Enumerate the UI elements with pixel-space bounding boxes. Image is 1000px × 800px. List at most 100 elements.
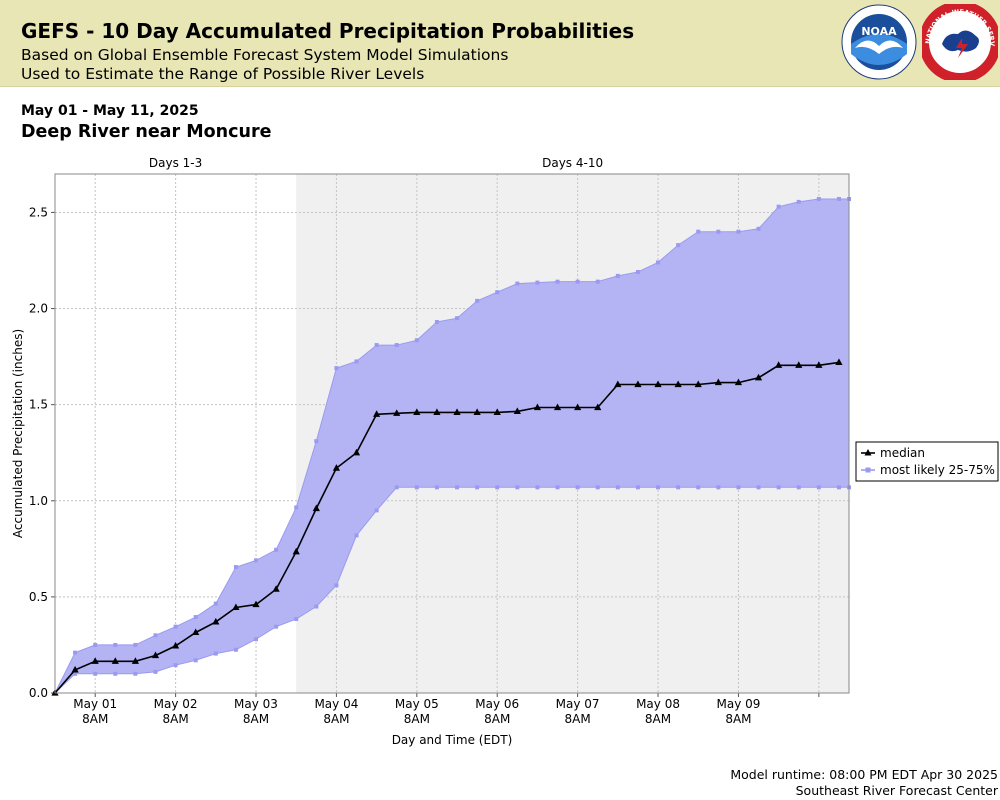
median-point <box>131 657 140 664</box>
band-lower-point <box>816 485 821 490</box>
median-point <box>151 651 160 659</box>
median-point <box>634 380 642 388</box>
band-upper-point <box>635 270 640 275</box>
band-upper-point <box>274 547 279 552</box>
median-point <box>714 378 722 386</box>
band-lower-point <box>575 485 580 490</box>
band-lower-point <box>153 669 158 674</box>
band-upper-point <box>555 279 560 284</box>
median-point <box>775 361 783 368</box>
median-point <box>332 464 341 471</box>
band-lower-point <box>716 485 721 490</box>
period-label-1: Days 1-3 <box>149 156 202 170</box>
band-upper-point <box>193 615 198 620</box>
x-tick-label-date: May 07 <box>556 697 600 711</box>
location-title: Deep River near Moncure <box>21 122 272 142</box>
band-upper-point <box>696 229 701 234</box>
band-upper-point <box>716 229 721 234</box>
band-upper-point <box>495 290 500 295</box>
median-point <box>533 403 542 411</box>
median-point <box>91 657 99 664</box>
median-point <box>71 665 79 673</box>
band-lower-point <box>455 485 460 490</box>
legend-median-marker <box>864 449 872 456</box>
band-upper-point <box>233 565 238 570</box>
band-lower-point <box>133 671 138 676</box>
band-lower-point <box>73 671 78 676</box>
median-point <box>172 641 180 649</box>
median-point <box>433 408 441 415</box>
median-point <box>815 361 823 368</box>
band-upper-point <box>374 343 379 348</box>
band-upper-point <box>93 642 98 647</box>
y-tick-label: 1.5 <box>29 398 48 412</box>
median-point <box>734 378 743 386</box>
band-lower-point <box>515 485 520 490</box>
x-tick-label-time: 8AM <box>565 712 591 726</box>
median-point <box>212 617 220 625</box>
y-tick-label: 2.0 <box>29 302 48 316</box>
band-lower-point <box>475 485 480 490</box>
median-point <box>373 410 381 417</box>
band-upper-point <box>776 204 781 209</box>
band-lower-point <box>555 485 560 490</box>
x-tick-label-date: May 04 <box>314 697 358 711</box>
band-upper-point <box>394 343 399 348</box>
band-lower-point <box>374 508 379 513</box>
band-upper-point <box>796 199 801 204</box>
median-point <box>614 380 622 388</box>
x-tick-label-date: May 09 <box>716 697 760 711</box>
x-tick-label-time: 8AM <box>163 712 189 726</box>
band-lower-point <box>414 485 419 490</box>
median-point <box>252 600 260 608</box>
x-tick-label-time: 8AM <box>243 712 269 726</box>
band-lower-point <box>696 485 701 490</box>
band-lower-point <box>495 485 500 490</box>
band-upper-point <box>676 243 681 248</box>
band-lower-point <box>434 485 439 490</box>
band-lower-point <box>394 485 399 490</box>
legend-median-label: median <box>880 446 925 460</box>
band-lower-point <box>334 583 339 588</box>
median-point <box>111 657 119 664</box>
noaa-logo: NOAA <box>841 4 917 80</box>
plot-border <box>54 173 850 694</box>
legend: median most likely 25-75% <box>855 441 999 482</box>
band-lower-point <box>233 647 238 652</box>
band-lower-point <box>254 637 259 642</box>
x-tick-label-date: May 01 <box>73 697 117 711</box>
median-point <box>574 403 582 411</box>
band-upper-point <box>334 366 339 371</box>
median-line <box>54 361 840 694</box>
band-lower-point <box>836 485 841 490</box>
band-upper-point <box>173 624 178 629</box>
median-point <box>513 407 521 414</box>
median-point <box>594 403 602 411</box>
median-point <box>413 408 421 415</box>
band-upper-point <box>535 280 540 285</box>
band-lower-point <box>635 485 640 490</box>
date-range: May 01 - May 11, 2025 <box>21 103 199 119</box>
band-upper-point <box>213 601 218 606</box>
band-lower-point <box>796 485 801 490</box>
x-tick-label-time: 8AM <box>404 712 430 726</box>
y-tick-label: 0.5 <box>29 590 48 604</box>
band-lower-point <box>676 485 681 490</box>
model-runtime: Model runtime: 08:00 PM EDT Apr 30 2025 <box>730 767 998 782</box>
band-lower-point <box>93 671 98 676</box>
forecast-center: Southeast River Forecast Center <box>795 783 998 798</box>
x-tick-label-date: May 08 <box>636 697 680 711</box>
band-upper-point <box>113 642 118 647</box>
band-upper-point <box>354 359 359 364</box>
y-axis-label: Accumulated Precipitation (inches) <box>11 329 25 538</box>
page-title: GEFS - 10 Day Accumulated Precipitation … <box>21 19 635 43</box>
median-point <box>192 628 200 636</box>
y-tick-label: 1.0 <box>29 494 48 508</box>
median-point <box>835 358 843 365</box>
median-point <box>292 547 300 555</box>
band-lower-point <box>314 604 319 609</box>
band-upper-point <box>455 316 460 321</box>
band-upper-point <box>836 196 841 201</box>
band-upper-point <box>254 558 259 563</box>
